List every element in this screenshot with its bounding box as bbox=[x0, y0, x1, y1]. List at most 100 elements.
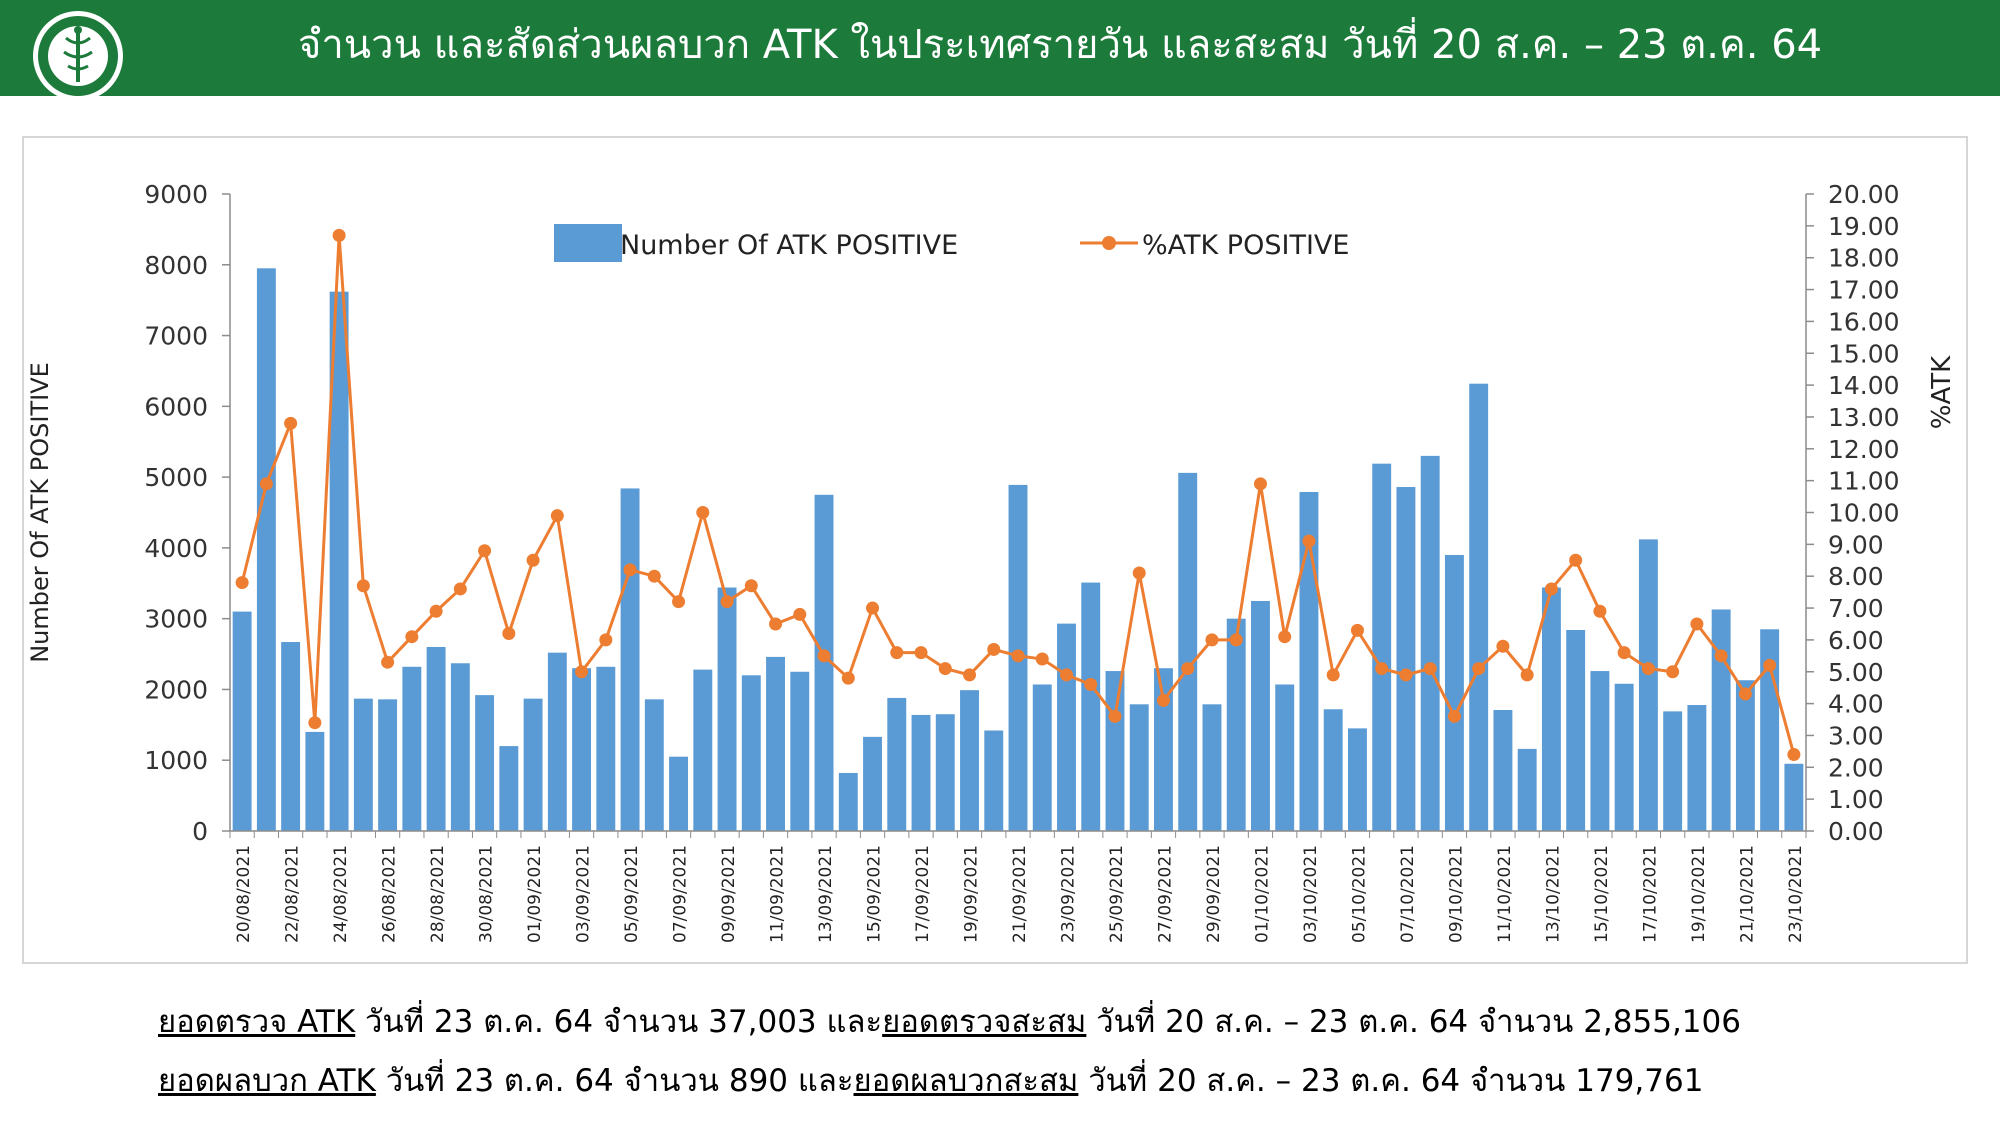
bar bbox=[1735, 680, 1755, 831]
bar bbox=[1638, 539, 1658, 831]
bar bbox=[1178, 472, 1198, 831]
footer-tested-daily: วันที่ 23 ต.ค. 64 จำนวน 37,003 และ bbox=[355, 1004, 883, 1040]
bar bbox=[1105, 671, 1125, 831]
left-tick-label: 2000 bbox=[144, 675, 208, 704]
x-tick-label: 05/10/2021 bbox=[1349, 845, 1369, 943]
line-point bbox=[1059, 668, 1073, 682]
line-point bbox=[1447, 709, 1461, 723]
bar bbox=[1663, 711, 1683, 831]
line-point bbox=[672, 595, 686, 609]
bar bbox=[450, 663, 470, 831]
bar bbox=[1323, 709, 1343, 831]
line-point bbox=[526, 553, 540, 567]
x-tick-label: 22/08/2021 bbox=[283, 845, 303, 943]
right-tick-label: 5.00 bbox=[1828, 658, 1884, 687]
x-tick-label: 03/10/2021 bbox=[1301, 845, 1321, 943]
x-tick-label: 11/09/2021 bbox=[768, 845, 788, 943]
footer-positive-cumulative-label: ยอดผลบวกสะสม bbox=[853, 1063, 1079, 1099]
bar bbox=[1784, 763, 1804, 831]
x-tick-label: 11/10/2021 bbox=[1495, 845, 1515, 943]
line-point bbox=[332, 228, 346, 242]
bar bbox=[644, 699, 664, 831]
x-tick-label: 13/09/2021 bbox=[816, 845, 836, 943]
right-tick-label: 15.00 bbox=[1828, 339, 1900, 368]
bar bbox=[1493, 709, 1513, 831]
left-tick-label: 0 bbox=[192, 817, 208, 846]
line-point bbox=[235, 576, 249, 590]
line-point bbox=[1108, 709, 1122, 723]
line-point bbox=[963, 668, 977, 682]
line-point bbox=[502, 627, 516, 641]
bar bbox=[547, 652, 567, 831]
bar bbox=[329, 291, 349, 831]
bar bbox=[1372, 463, 1392, 831]
atk-chart: 0 1000 2000 3000 4000 5000 6000 7000 8000 9000 0.0… bbox=[26, 180, 1957, 943]
right-tick-label: 12.00 bbox=[1828, 435, 1900, 464]
x-tick-label: 27/09/2021 bbox=[1155, 845, 1175, 943]
x-tick-label: 15/09/2021 bbox=[865, 845, 885, 943]
footer-tested-summary: ยอดตรวจ ATK วันที่ 23 ต.ค. 64 จำนวน 37,0… bbox=[158, 996, 1741, 1046]
x-tick-label: 30/08/2021 bbox=[477, 845, 497, 943]
line-point bbox=[987, 642, 1001, 656]
footer-positive-daily: วันที่ 23 ต.ค. 64 จำนวน 890 และ bbox=[375, 1063, 854, 1099]
x-tick-label: 24/08/2021 bbox=[331, 845, 351, 943]
right-tick-label: 20.00 bbox=[1828, 180, 1900, 209]
x-tick-label: 17/09/2021 bbox=[913, 845, 933, 943]
bar bbox=[887, 697, 907, 831]
line-point bbox=[938, 662, 952, 676]
bar bbox=[1711, 609, 1731, 831]
bar bbox=[1057, 623, 1076, 831]
line-point bbox=[1641, 662, 1655, 676]
bar bbox=[766, 656, 785, 831]
bar bbox=[499, 746, 519, 831]
right-tick-label: 8.00 bbox=[1828, 562, 1884, 591]
footer-positive-summary: ยอดผลบวก ATK วันที่ 23 ต.ค. 64 จำนวน 890… bbox=[158, 1055, 1703, 1105]
bar bbox=[741, 675, 761, 831]
bar bbox=[402, 666, 422, 831]
line-point bbox=[478, 544, 492, 558]
left-tick-label: 4000 bbox=[144, 534, 208, 563]
ministry-of-public-health-seal-icon bbox=[33, 11, 123, 101]
footer-positive-cumulative: วันที่ 20 ส.ค. – 23 ต.ค. 64 จำนวน 179,76… bbox=[1078, 1063, 1704, 1099]
line-point bbox=[259, 477, 273, 491]
right-tick-label: 13.00 bbox=[1828, 403, 1900, 432]
x-tick-label: 07/09/2021 bbox=[671, 845, 691, 943]
x-tick-label: 29/09/2021 bbox=[1204, 845, 1224, 943]
line-point bbox=[453, 582, 467, 596]
legend-bar-swatch bbox=[554, 224, 622, 262]
x-tick-label: 09/10/2021 bbox=[1446, 845, 1466, 943]
legend-bar-label: Number Of ATK POSITIVE bbox=[620, 230, 958, 261]
right-tick-label: 4.00 bbox=[1828, 690, 1884, 719]
line-point bbox=[1472, 662, 1486, 676]
chart-panel: 0 1000 2000 3000 4000 5000 6000 7000 8000 9000 0.0… bbox=[22, 136, 1968, 964]
bar bbox=[935, 714, 955, 831]
line-point bbox=[1375, 662, 1389, 676]
bar bbox=[1590, 671, 1610, 831]
bar bbox=[1032, 684, 1052, 831]
line-point bbox=[1229, 633, 1243, 647]
right-tick-label: 9.00 bbox=[1828, 530, 1884, 559]
line-point bbox=[1132, 566, 1146, 580]
bar bbox=[1251, 600, 1270, 831]
page-title: จำนวน และสัดส่วนผลบวก ATK ในประเทศรายวัน… bbox=[297, 22, 1823, 68]
line-point bbox=[575, 665, 589, 679]
bar bbox=[960, 690, 979, 831]
bar bbox=[596, 666, 616, 831]
line-point bbox=[1350, 623, 1364, 637]
x-tick-label: 19/10/2021 bbox=[1689, 845, 1709, 943]
right-tick-label: 0.00 bbox=[1828, 817, 1884, 846]
line-point bbox=[1011, 649, 1025, 663]
right-tick-label: 2.00 bbox=[1828, 753, 1884, 782]
legend-line-marker bbox=[1102, 236, 1116, 250]
left-tick-label: 6000 bbox=[144, 392, 208, 421]
x-tick-label: 15/10/2021 bbox=[1592, 845, 1612, 943]
bar bbox=[1517, 748, 1537, 831]
bar bbox=[1420, 455, 1440, 831]
right-tick-label: 16.00 bbox=[1828, 307, 1900, 336]
line-point bbox=[1253, 477, 1267, 491]
bar bbox=[256, 268, 276, 831]
x-tick-label: 28/08/2021 bbox=[428, 845, 448, 943]
right-tick-label: 3.00 bbox=[1828, 721, 1884, 750]
right-axis-title: %ATK bbox=[1927, 355, 1957, 429]
line-point bbox=[381, 655, 395, 669]
